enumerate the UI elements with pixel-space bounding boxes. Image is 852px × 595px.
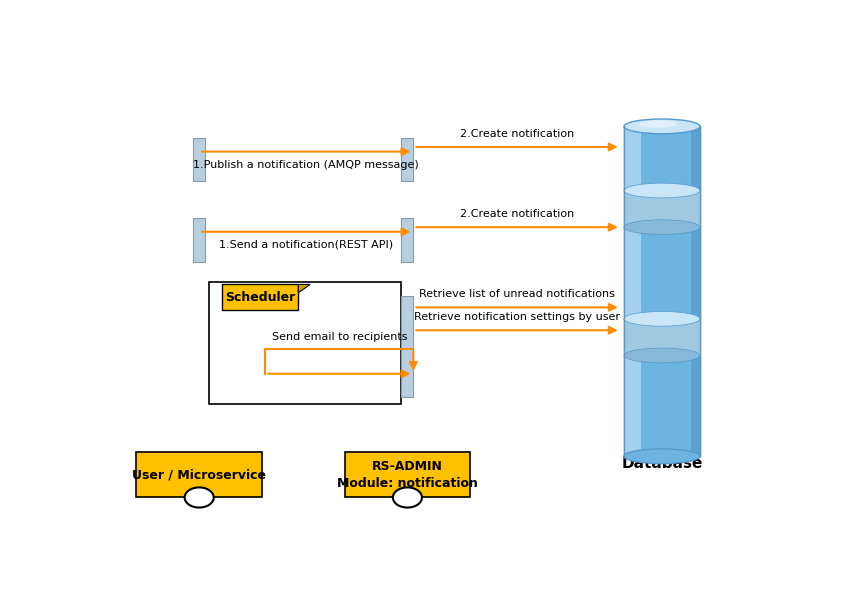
Ellipse shape [623,311,699,326]
Ellipse shape [623,449,699,464]
FancyBboxPatch shape [401,138,413,181]
Text: Scheduler: Scheduler [225,290,295,303]
Text: User / Microservice: User / Microservice [132,468,266,481]
FancyBboxPatch shape [344,452,469,497]
Ellipse shape [623,348,699,363]
Text: RS-ADMIN
Module: notification: RS-ADMIN Module: notification [337,459,477,490]
FancyBboxPatch shape [623,126,640,456]
Text: 2.Create notification: 2.Create notification [459,209,573,219]
Text: Retrieve list of unread notifications: Retrieve list of unread notifications [418,289,614,299]
FancyBboxPatch shape [401,218,413,262]
Text: 1.Send a notification(REST API): 1.Send a notification(REST API) [219,240,393,250]
Circle shape [393,487,422,508]
Circle shape [184,487,214,508]
Ellipse shape [623,220,699,234]
Polygon shape [298,284,310,293]
FancyBboxPatch shape [623,190,699,227]
Text: Database: Database [620,456,702,471]
FancyBboxPatch shape [623,126,699,456]
Text: 1.Publish a notification (AMQP message): 1.Publish a notification (AMQP message) [193,160,418,170]
Text: Send email to recipients: Send email to recipients [271,331,406,342]
FancyBboxPatch shape [193,218,204,262]
FancyBboxPatch shape [690,126,699,456]
Ellipse shape [623,183,699,198]
FancyBboxPatch shape [401,296,413,397]
Text: Retrieve notification settings by user: Retrieve notification settings by user [413,312,619,322]
Text: 2.Create notification: 2.Create notification [459,129,573,139]
FancyBboxPatch shape [136,452,262,497]
FancyBboxPatch shape [623,319,699,355]
FancyBboxPatch shape [193,138,204,181]
Ellipse shape [623,119,699,134]
Ellipse shape [638,120,676,128]
FancyBboxPatch shape [222,284,298,309]
